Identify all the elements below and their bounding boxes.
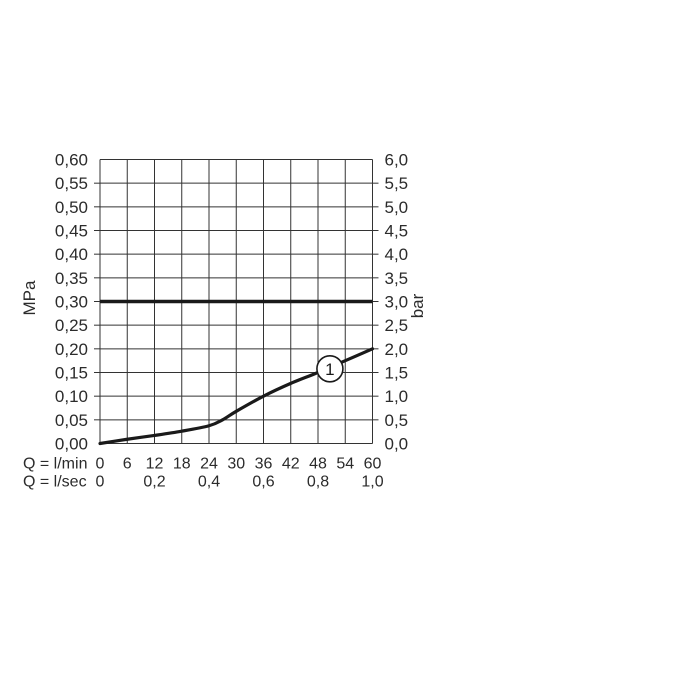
- svg-text:0,30: 0,30: [55, 293, 88, 312]
- svg-text:0: 0: [96, 456, 105, 473]
- svg-text:0,50: 0,50: [55, 198, 88, 217]
- svg-text:Q = l/sec: Q = l/sec: [23, 474, 87, 491]
- svg-text:0,45: 0,45: [55, 222, 88, 241]
- svg-text:0,8: 0,8: [307, 474, 329, 491]
- svg-text:0,0: 0,0: [385, 435, 409, 454]
- svg-text:bar: bar: [408, 293, 427, 318]
- svg-text:42: 42: [282, 456, 300, 473]
- svg-text:0: 0: [96, 474, 105, 491]
- svg-text:2,0: 2,0: [385, 340, 409, 359]
- svg-text:0,2: 0,2: [143, 474, 165, 491]
- svg-text:3,5: 3,5: [385, 269, 409, 288]
- svg-text:0,35: 0,35: [55, 269, 88, 288]
- svg-text:1: 1: [325, 360, 334, 379]
- svg-text:36: 36: [255, 456, 273, 473]
- svg-text:0,25: 0,25: [55, 316, 88, 335]
- svg-text:0,60: 0,60: [55, 151, 88, 170]
- svg-text:0,15: 0,15: [55, 364, 88, 383]
- svg-text:5,5: 5,5: [385, 174, 409, 193]
- svg-text:4,5: 4,5: [385, 222, 409, 241]
- svg-text:6: 6: [123, 456, 132, 473]
- svg-text:0,20: 0,20: [55, 340, 88, 359]
- svg-text:60: 60: [364, 456, 382, 473]
- svg-text:12: 12: [146, 456, 164, 473]
- svg-text:2,5: 2,5: [385, 316, 409, 335]
- svg-text:0,10: 0,10: [55, 387, 88, 406]
- svg-text:24: 24: [200, 456, 218, 473]
- svg-text:1,5: 1,5: [385, 364, 409, 383]
- svg-text:0,40: 0,40: [55, 245, 88, 264]
- svg-text:MPa: MPa: [20, 280, 39, 316]
- svg-text:5,0: 5,0: [385, 198, 409, 217]
- svg-text:18: 18: [173, 456, 191, 473]
- svg-text:3,0: 3,0: [385, 293, 409, 312]
- svg-text:0,6: 0,6: [252, 474, 274, 491]
- svg-text:0,4: 0,4: [198, 474, 220, 491]
- svg-text:0,55: 0,55: [55, 174, 88, 193]
- svg-text:0,05: 0,05: [55, 411, 88, 430]
- svg-text:0,00: 0,00: [55, 435, 88, 454]
- svg-text:1,0: 1,0: [385, 387, 409, 406]
- svg-text:0,5: 0,5: [385, 411, 409, 430]
- svg-text:30: 30: [227, 456, 245, 473]
- svg-text:4,0: 4,0: [385, 245, 409, 264]
- svg-text:6,0: 6,0: [385, 151, 409, 170]
- svg-text:54: 54: [336, 456, 354, 473]
- svg-text:48: 48: [309, 456, 327, 473]
- svg-text:1,0: 1,0: [361, 474, 383, 491]
- svg-text:Q = l/min: Q = l/min: [23, 456, 87, 473]
